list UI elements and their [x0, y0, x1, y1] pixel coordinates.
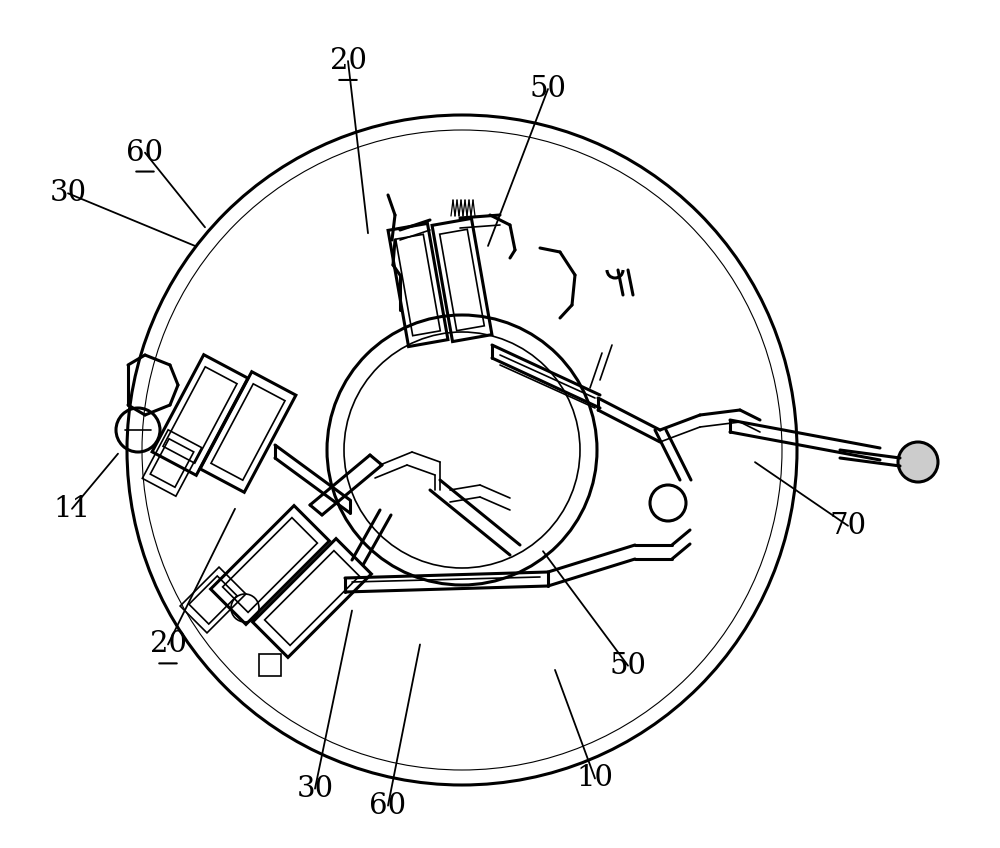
- Bar: [396, 234, 440, 336]
- Bar: [189, 576, 237, 624]
- Bar: [259, 654, 281, 676]
- Bar: [265, 550, 359, 645]
- Bar: [253, 538, 371, 657]
- Text: 30: 30: [296, 774, 334, 803]
- Bar: [200, 371, 296, 493]
- Bar: [440, 229, 484, 331]
- Bar: [163, 367, 237, 463]
- Bar: [180, 567, 246, 633]
- Bar: [388, 223, 448, 347]
- Text: 70: 70: [829, 511, 867, 540]
- Text: 50: 50: [610, 651, 646, 680]
- Text: 50: 50: [530, 75, 566, 103]
- Circle shape: [898, 442, 938, 482]
- Bar: [211, 505, 329, 624]
- Text: 60: 60: [369, 791, 407, 820]
- Text: 20: 20: [330, 47, 366, 75]
- Text: 11: 11: [54, 494, 90, 523]
- Text: 60: 60: [126, 138, 164, 167]
- Bar: [150, 438, 194, 488]
- Bar: [142, 430, 202, 496]
- Bar: [152, 354, 248, 475]
- Text: 20: 20: [150, 630, 186, 659]
- Bar: [432, 219, 492, 342]
- Bar: [223, 517, 317, 612]
- Text: 10: 10: [576, 764, 614, 793]
- Bar: [211, 384, 285, 480]
- Text: 30: 30: [49, 179, 87, 208]
